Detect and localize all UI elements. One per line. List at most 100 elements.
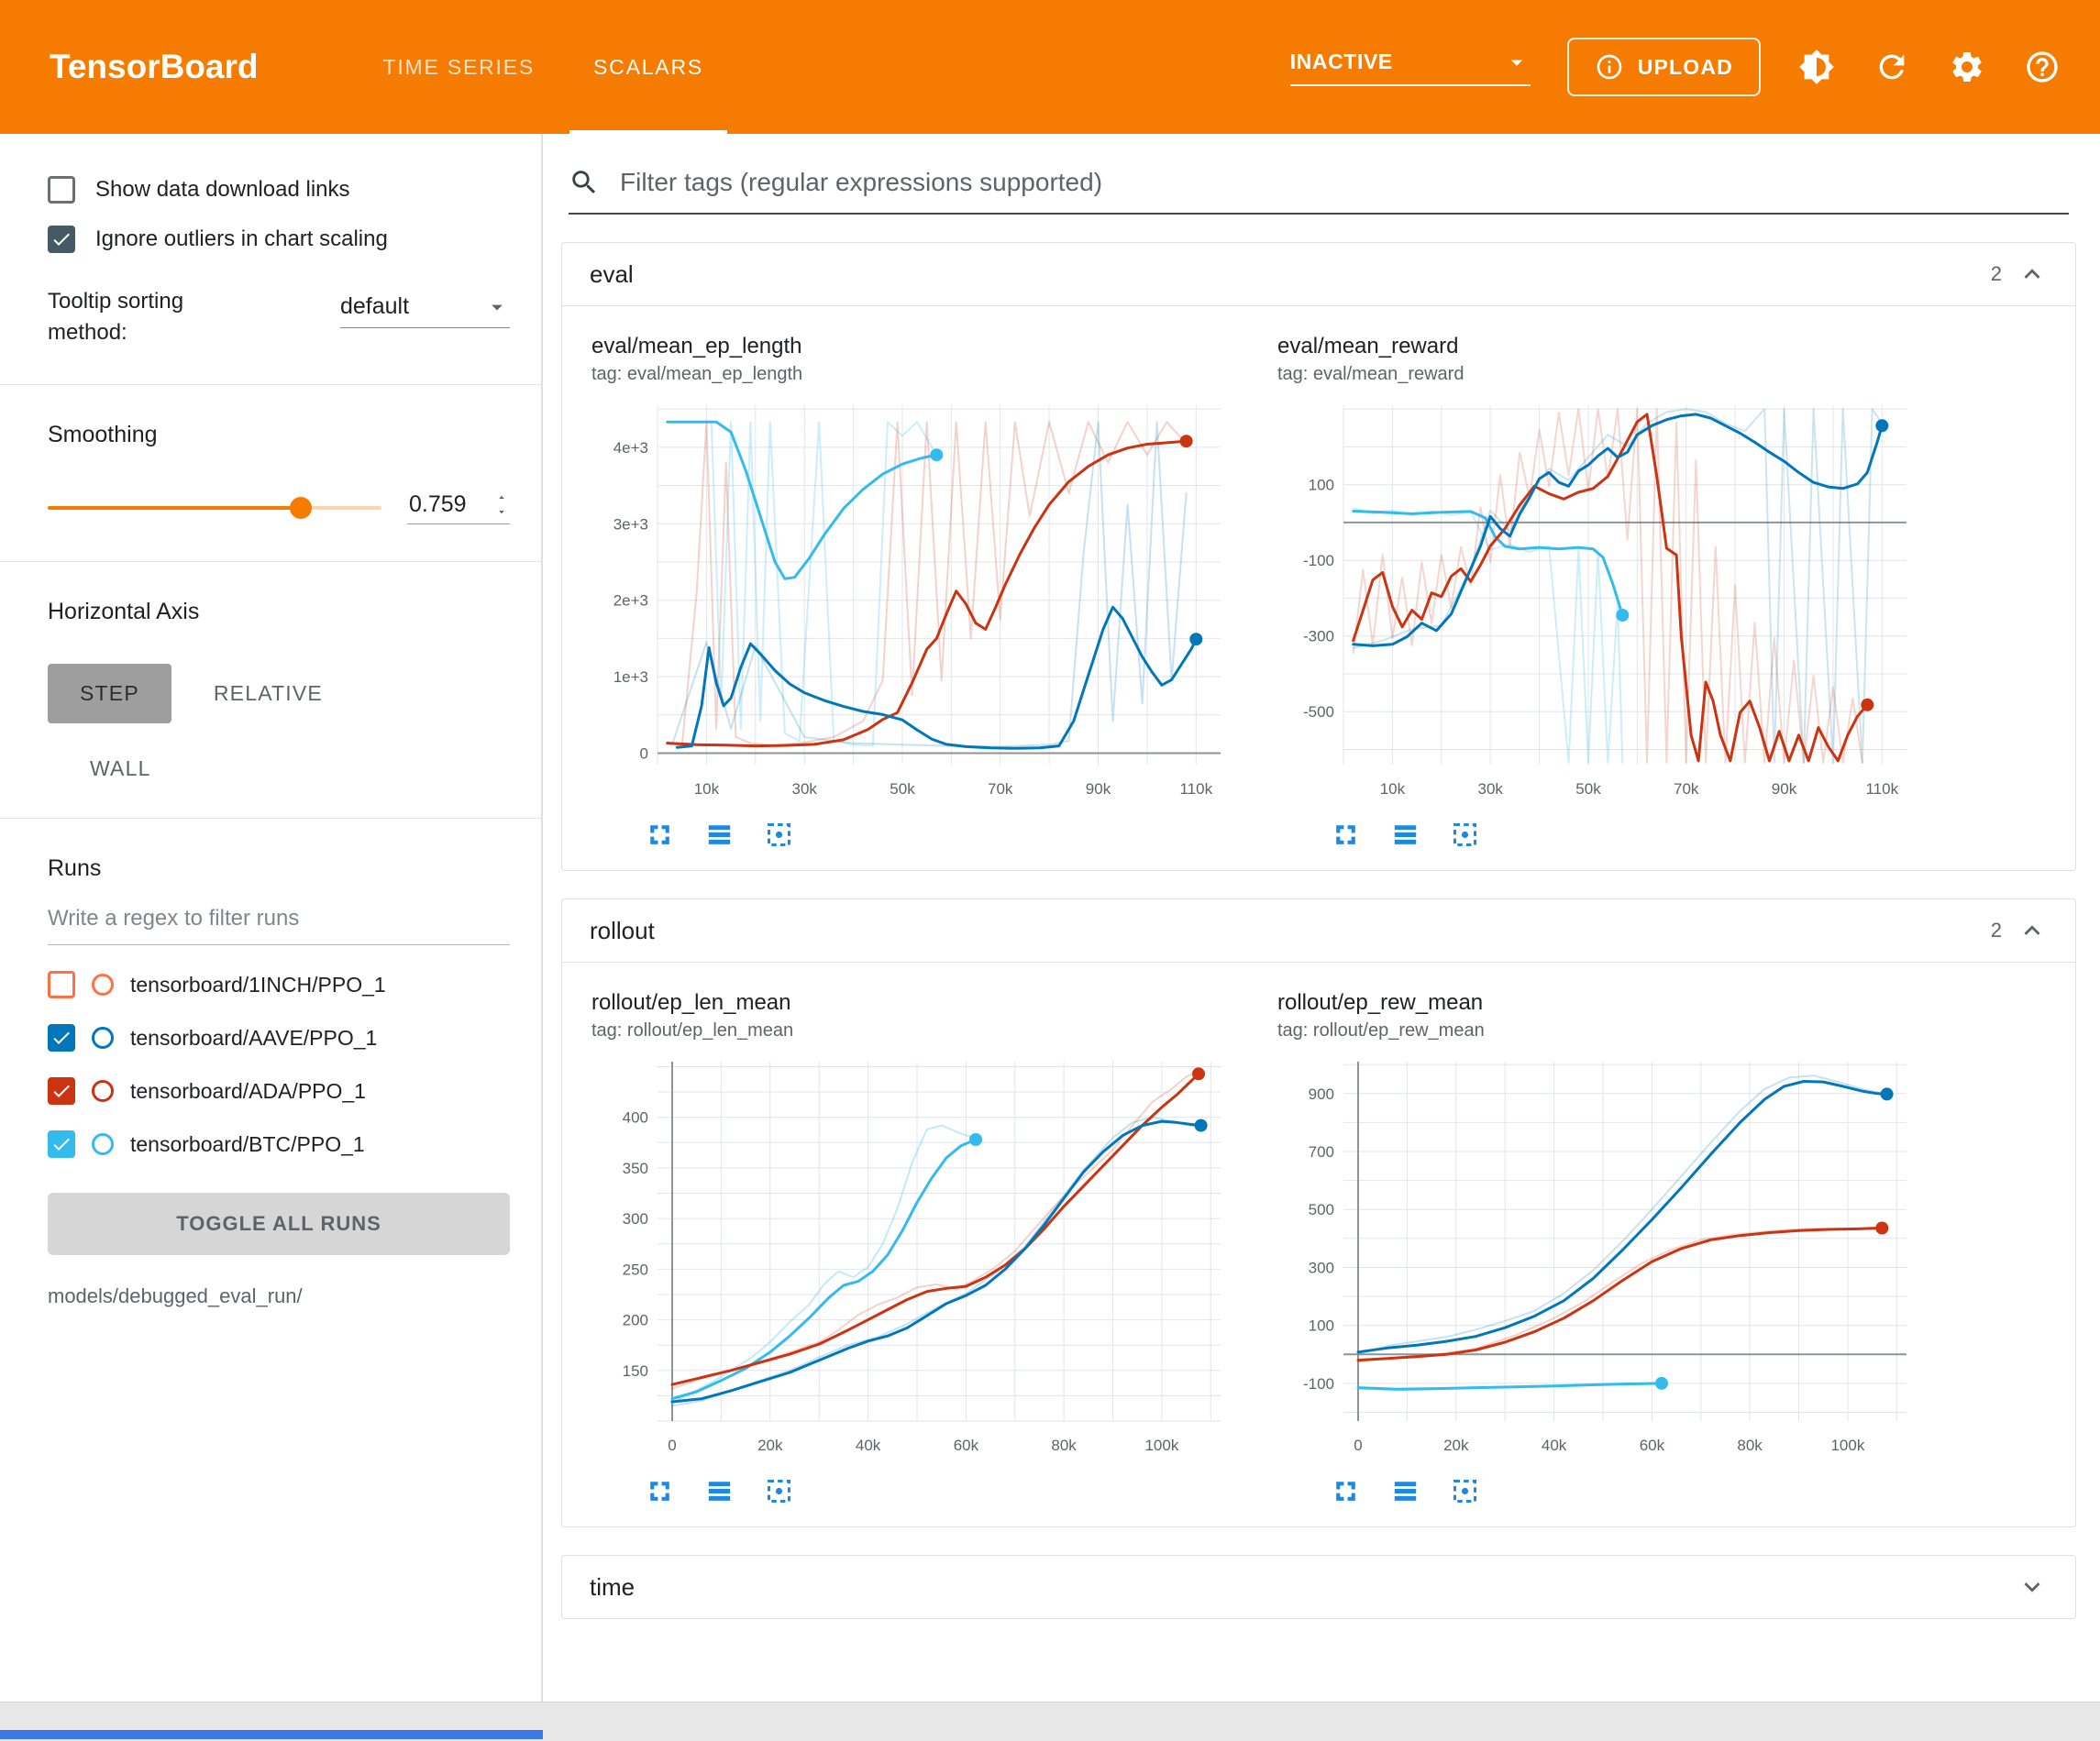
show-download-checkbox[interactable]: [48, 176, 75, 204]
expand-chart-button[interactable]: [1331, 820, 1361, 850]
tab-time-series[interactable]: TIME SERIES: [382, 54, 536, 79]
chart-rollout-ep-len-mean: rollout/ep_len_mean tag: rollout/ep_len_…: [591, 990, 1233, 1506]
smoothing-slider-knob[interactable]: [290, 496, 313, 519]
svg-text:300: 300: [623, 1210, 648, 1228]
search-icon: [572, 171, 596, 194]
fit-data-button[interactable]: [1450, 820, 1480, 850]
help-button[interactable]: [2023, 48, 2061, 86]
expand-chart-button[interactable]: [645, 820, 675, 850]
tab-bar: TIME SERIES SCALARS: [354, 0, 733, 134]
run-row[interactable]: tensorboard/ADA/PPO_1: [48, 1077, 510, 1106]
svg-text:-100: -100: [1303, 552, 1334, 569]
svg-text:250: 250: [623, 1261, 648, 1278]
fit-data-button[interactable]: [1450, 1476, 1480, 1506]
svg-text:4e+3: 4e+3: [613, 439, 648, 457]
show-download-label: Show data download links: [95, 177, 350, 202]
runs-filter-input[interactable]: [48, 895, 510, 946]
svg-text:1e+3: 1e+3: [613, 668, 648, 686]
divider: [0, 561, 541, 563]
runs-label: Runs: [48, 855, 102, 882]
run-row[interactable]: tensorboard/AAVE/PPO_1: [48, 1024, 510, 1052]
svg-text:300: 300: [1309, 1260, 1334, 1277]
runs-list-button[interactable]: [1390, 820, 1420, 850]
smoothing-label: Smoothing: [48, 422, 158, 448]
collapse-section-button[interactable]: [2017, 915, 2048, 946]
svg-text:-100: -100: [1303, 1375, 1334, 1393]
section-header-rollout[interactable]: rollout 2: [562, 899, 2075, 962]
expand-section-button[interactable]: [2017, 1571, 2048, 1603]
fullscreen-icon: [650, 825, 669, 844]
smoothing-slider[interactable]: [48, 496, 381, 519]
chart-toolbar: [645, 1476, 1233, 1506]
run-checkbox[interactable]: [48, 1130, 75, 1159]
line-chart-canvas[interactable]: 10k 30k 50k 70k 90k 110k -500 -300 -100 100: [1277, 396, 1919, 809]
ignore-outliers-checkbox[interactable]: [48, 226, 75, 253]
tooltip-sorting-label: Tooltip sorting method:: [48, 289, 184, 345]
runs-list-button[interactable]: [1390, 1476, 1420, 1506]
ignore-outliers-row[interactable]: Ignore outliers in chart scaling: [48, 226, 510, 253]
svg-text:10k: 10k: [694, 780, 720, 798]
svg-text:80k: 80k: [1051, 1437, 1077, 1454]
status-dropdown[interactable]: INACTIVE: [1289, 49, 1531, 86]
smoothing-stepper[interactable]: [493, 492, 510, 517]
expand-chart-button[interactable]: [1331, 1476, 1361, 1506]
svg-text:90k: 90k: [1086, 780, 1111, 798]
run-checkbox[interactable]: [48, 1077, 75, 1106]
svg-text:30k: 30k: [791, 780, 817, 798]
smoothing-value-input[interactable]: [407, 490, 477, 520]
runs-list-icon: [1394, 825, 1417, 844]
bottom-scrollbar-track[interactable]: [0, 1702, 2100, 1741]
chart-tag: tag: eval/mean_reward: [1277, 364, 1464, 384]
tag-filter-input[interactable]: [618, 167, 2069, 198]
fit-data-button[interactable]: [764, 1476, 794, 1506]
svg-text:100k: 100k: [1144, 1437, 1178, 1454]
runs-list-button[interactable]: [704, 820, 735, 850]
tab-scalars[interactable]: SCALARS: [564, 0, 733, 134]
check-icon: [53, 1031, 70, 1045]
spinner-down-icon[interactable]: [493, 505, 510, 517]
refresh-button[interactable]: [1873, 48, 1911, 86]
line-chart-canvas[interactable]: 10k 30k 50k 70k 90k 110k 0 1e+3 2e+3 3e+3 4e+3: [591, 396, 1233, 809]
brightness-toggle-button[interactable]: [1797, 48, 1836, 86]
section-header-time[interactable]: time: [562, 1556, 2075, 1618]
settings-button[interactable]: [1948, 48, 1986, 86]
chart-tag: tag: rollout/ep_len_mean: [591, 1020, 794, 1041]
run-checkbox[interactable]: [48, 971, 75, 999]
chart-tag: tag: eval/mean_ep_length: [591, 364, 803, 384]
svg-text:200: 200: [623, 1312, 648, 1329]
collapse-section-button[interactable]: [2017, 259, 2048, 290]
tooltip-sorting-select[interactable]: default: [340, 293, 510, 328]
line-chart-canvas[interactable]: 0 20k 40k 60k 80k 100k 150 200 250 300 350 400: [591, 1052, 1233, 1465]
show-download-row[interactable]: Show data download links: [48, 176, 510, 204]
svg-text:0: 0: [668, 1437, 676, 1454]
svg-text:400: 400: [623, 1109, 648, 1127]
run-row[interactable]: tensorboard/1INCH/PPO_1: [48, 971, 510, 999]
chart-title: rollout/ep_rew_mean: [1277, 990, 1484, 1015]
check-icon: [53, 233, 70, 246]
section-header-eval[interactable]: eval 2: [562, 243, 2075, 305]
toggle-all-runs-button[interactable]: TOGGLE ALL RUNS: [48, 1193, 510, 1256]
axis-step-button[interactable]: STEP: [48, 664, 171, 724]
run-color-circle: [92, 1080, 114, 1103]
run-row[interactable]: tensorboard/BTC/PPO_1: [48, 1130, 510, 1159]
svg-text:90k: 90k: [1772, 780, 1797, 798]
svg-text:20k: 20k: [757, 1437, 783, 1454]
upload-button[interactable]: UPLOAD: [1566, 38, 1761, 96]
chevron-down-icon: [2024, 1582, 2040, 1592]
chevron-down-icon: [492, 304, 503, 310]
horizontal-scrollbar-thumb[interactable]: [0, 1730, 543, 1739]
axis-relative-button[interactable]: RELATIVE: [213, 681, 323, 706]
svg-text:900: 900: [1309, 1085, 1334, 1103]
expand-chart-button[interactable]: [645, 1476, 675, 1506]
run-checkbox[interactable]: [48, 1024, 75, 1052]
fit-data-icon: [1453, 1479, 1477, 1504]
spinner-up-icon[interactable]: [493, 492, 510, 504]
axis-wall-button[interactable]: WALL: [90, 756, 151, 781]
line-chart-canvas[interactable]: 0 20k 40k 60k 80k 100k -100 100 300 500 700 900: [1277, 1052, 1919, 1465]
fit-data-button[interactable]: [764, 820, 794, 850]
svg-text:0: 0: [1354, 1437, 1362, 1454]
run-color-circle: [92, 974, 114, 997]
runs-list-button[interactable]: [704, 1476, 735, 1506]
section-count: 2: [1990, 919, 2002, 942]
section-count: 2: [1990, 262, 2002, 285]
